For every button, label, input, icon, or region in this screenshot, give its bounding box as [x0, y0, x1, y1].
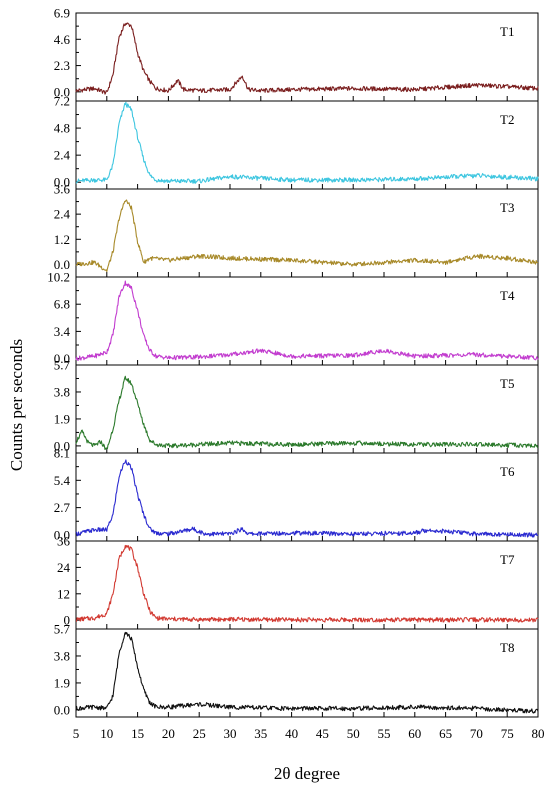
y-tick-label: 3.6 — [54, 182, 71, 197]
x-tick-label: 30 — [224, 726, 237, 741]
x-tick-label: 40 — [285, 726, 298, 741]
y-tick-label: 0.0 — [54, 351, 70, 366]
x-tick-label: 50 — [347, 726, 360, 741]
panel-frame — [75, 452, 539, 542]
series-line-t3 — [75, 199, 539, 273]
y-tick-label: 0.0 — [54, 527, 70, 542]
series-line-t6 — [75, 459, 539, 538]
panel-t5: 0.0 1.9 3.8 5.7 T5 — [54, 358, 539, 454]
panel-t4: 0.0 3.4 6.8 10.2 T4 — [47, 270, 539, 366]
x-tick-label: 5 — [73, 726, 80, 741]
series-label: T5 — [500, 376, 514, 391]
panel-t1: 0.0 2.3 4.6 6.9 T1 — [54, 6, 539, 102]
y-tick-label: 2.4 — [54, 207, 71, 222]
series-line-t5 — [75, 375, 539, 451]
panel-frame — [75, 276, 539, 366]
y-tick-label: 2.3 — [54, 58, 70, 73]
series-line-t4 — [75, 280, 539, 361]
y-tick-label: 2.7 — [54, 500, 71, 515]
y-tick-label: 10.2 — [47, 270, 70, 285]
x-tick-label: 20 — [162, 726, 175, 741]
series-line-t1 — [75, 22, 539, 95]
y-tick-label: 1.9 — [54, 675, 70, 690]
y-tick-label: 3.8 — [54, 648, 70, 663]
x-tick-label: 45 — [316, 726, 329, 741]
series-label: T1 — [500, 24, 514, 39]
y-tick-label: 6.9 — [54, 6, 70, 21]
x-tick-label: 75 — [501, 726, 514, 741]
y-tick-label: 8.1 — [54, 446, 70, 461]
x-tick-label: 10 — [100, 726, 113, 741]
y-tick-label: 6.8 — [54, 297, 70, 312]
panel-t8: 0.0 1.9 3.8 5.7 T8 — [54, 622, 539, 718]
y-tick-label: 4.8 — [54, 121, 70, 136]
y-tick-label: 0 — [64, 613, 71, 628]
x-tick-label: 65 — [439, 726, 452, 741]
panel-t2: 0.0 2.4 4.8 7.2 T2 — [54, 94, 539, 190]
y-tick-label: 36 — [57, 534, 71, 549]
panel-t6: 0.0 2.7 5.4 8.1 T6 — [54, 446, 539, 542]
y-tick-label: 5.7 — [54, 622, 71, 637]
series-label: T4 — [500, 288, 515, 303]
x-axis-title: 2θ degree — [274, 764, 340, 783]
y-tick-label: 12 — [57, 586, 70, 601]
y-tick-label: 0.0 — [54, 438, 70, 453]
series-line-t7 — [76, 544, 539, 623]
x-tick-label: 55 — [378, 726, 391, 741]
y-tick-label: 24 — [57, 560, 71, 575]
y-tick-label: 0.0 — [54, 175, 70, 190]
series-label: T7 — [500, 552, 515, 567]
y-tick-label: 3.4 — [54, 324, 71, 339]
series-line-t8 — [75, 631, 539, 714]
series-label: T3 — [500, 200, 514, 215]
series-line-t2 — [75, 101, 539, 184]
x-tick-label: 25 — [193, 726, 206, 741]
y-tick-label: 1.2 — [54, 232, 70, 247]
panel-t3: 0.0 1.2 2.4 3.6 T3 — [54, 182, 539, 278]
panel-frame — [75, 540, 539, 630]
y-tick-label: 7.2 — [54, 94, 70, 109]
y-tick-label: 3.8 — [54, 384, 70, 399]
y-axis-title: Counts per seconds — [7, 339, 26, 471]
y-tick-label: 1.9 — [54, 411, 70, 426]
x-tick-label: 60 — [408, 726, 421, 741]
series-label: T2 — [500, 112, 514, 127]
panel-frame — [75, 364, 539, 454]
panel-frame — [75, 628, 539, 718]
series-label: T6 — [500, 464, 515, 479]
panel-frame — [75, 188, 539, 278]
x-tick-label: 15 — [131, 726, 144, 741]
y-tick-label: 5.7 — [54, 358, 71, 373]
y-tick-label: 0.0 — [54, 257, 70, 272]
y-tick-label: 0.0 — [54, 702, 70, 717]
x-tick-label: 35 — [254, 726, 267, 741]
y-tick-label: 0.0 — [54, 84, 70, 99]
x-tick-label: 70 — [470, 726, 483, 741]
y-tick-label: 2.4 — [54, 148, 71, 163]
panel-t7: 0 12 24 36 T7 — [57, 534, 539, 630]
y-tick-label: 4.6 — [54, 32, 71, 47]
series-label: T8 — [500, 640, 514, 655]
x-tick-label: 80 — [532, 726, 545, 741]
y-tick-label: 5.4 — [54, 473, 71, 488]
